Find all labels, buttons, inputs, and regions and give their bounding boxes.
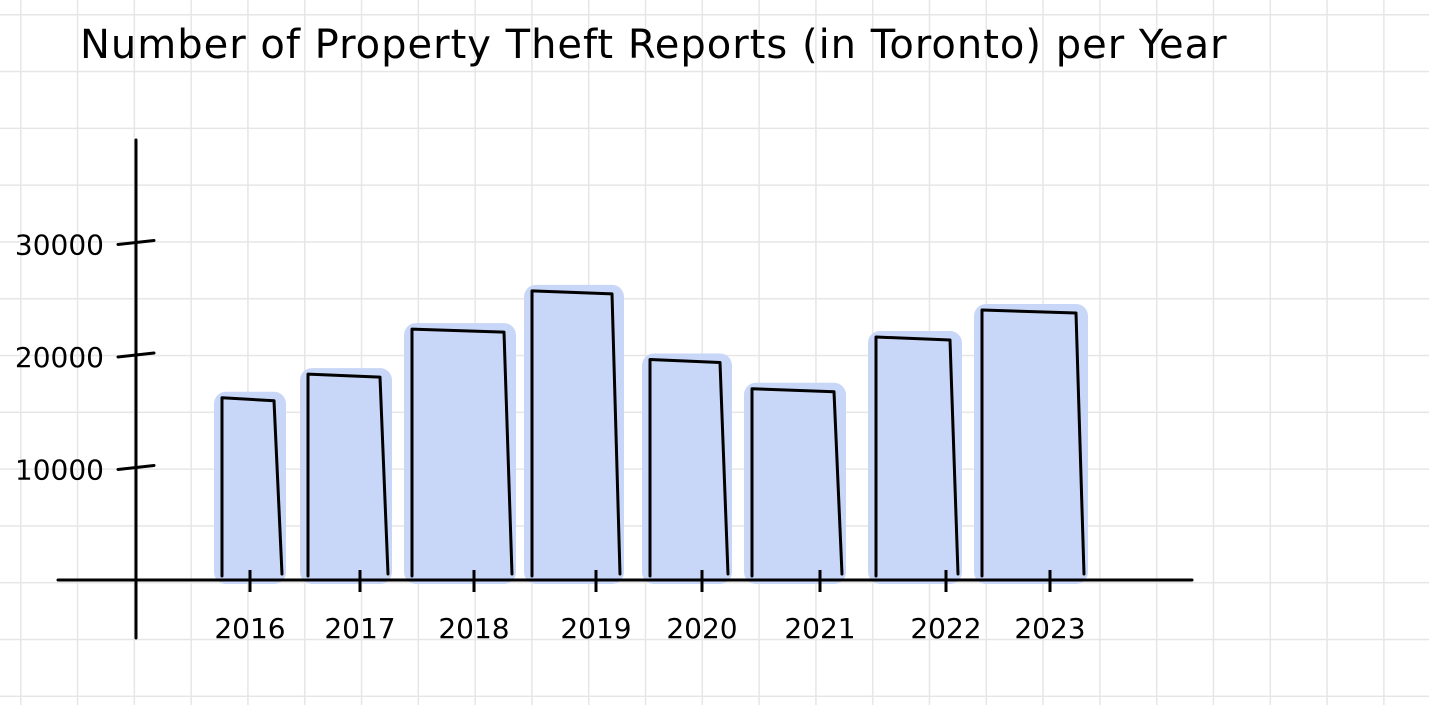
x-tick-label-2018: 2018 bbox=[438, 612, 509, 645]
bar-outline-2021 bbox=[750, 387, 844, 578]
x-tick-label-2022: 2022 bbox=[910, 612, 981, 645]
bar-2023 bbox=[974, 304, 1088, 584]
bar-2022 bbox=[868, 331, 962, 584]
x-tick-label-2016: 2016 bbox=[214, 612, 285, 645]
bar-2021 bbox=[744, 382, 846, 584]
bar-outline-2018 bbox=[410, 327, 514, 578]
bar-outline-2019 bbox=[530, 289, 622, 578]
x-tick-label-2023: 2023 bbox=[1014, 612, 1085, 645]
x-tick-label-2020: 2020 bbox=[666, 612, 737, 645]
y-ticks-layer: 10000 20000 30000 bbox=[15, 229, 156, 487]
bar-2017 bbox=[300, 368, 392, 584]
bar-2018 bbox=[404, 323, 516, 584]
bars-layer bbox=[214, 284, 1088, 584]
bar-2016 bbox=[214, 391, 286, 584]
bar-2020 bbox=[642, 353, 732, 584]
chart-title: Number of Property Theft Reports (in Tor… bbox=[80, 22, 1228, 68]
y-tick-10000 bbox=[116, 464, 156, 471]
y-tick-30000 bbox=[116, 239, 156, 246]
bar-outline-2016 bbox=[220, 396, 284, 578]
y-tick-label-20000: 20000 bbox=[15, 341, 104, 374]
y-tick-label-30000: 30000 bbox=[15, 229, 104, 262]
bar-outline-2017 bbox=[306, 372, 390, 578]
y-tick-20000 bbox=[116, 351, 156, 359]
bar-outline-2022 bbox=[874, 335, 960, 578]
x-tick-label-2021: 2021 bbox=[784, 612, 855, 645]
x-ticks-layer: 2016 2017 2018 2019 2020 2021 2022 2023 bbox=[214, 570, 1086, 645]
x-tick-label-2019: 2019 bbox=[560, 612, 631, 645]
bar-2019 bbox=[524, 284, 624, 584]
y-tick-label-10000: 10000 bbox=[15, 454, 104, 487]
x-tick-label-2017: 2017 bbox=[324, 612, 395, 645]
bar-outline-2020 bbox=[648, 358, 730, 578]
bar-outline-2023 bbox=[980, 308, 1086, 578]
